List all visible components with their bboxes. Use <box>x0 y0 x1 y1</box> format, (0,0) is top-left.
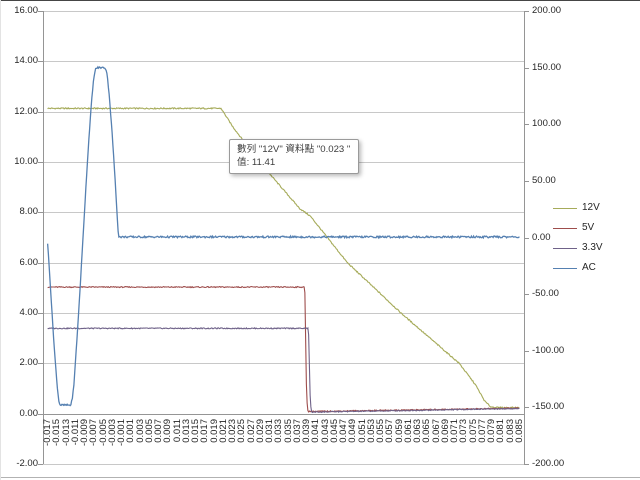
y-left-tick-label: -2.00 <box>16 458 38 469</box>
window-edge-top <box>1 0 640 1</box>
legend-item-12v[interactable]: 12V <box>553 201 600 215</box>
y-right-tick-label: 200.00 <box>532 5 562 16</box>
legend-swatch <box>553 247 577 249</box>
y-left-tick-label: 0.00 <box>19 407 39 419</box>
y-right-tick-label: -150.00 <box>532 401 565 413</box>
y-left-tick-label: 14.00 <box>14 55 38 67</box>
y-right-tick-label: 50.00 <box>532 174 556 186</box>
legend-item-5v[interactable]: 5V <box>553 221 594 235</box>
legend-label: 3.3V <box>582 242 603 253</box>
tooltip-line2: 值: 11.41 <box>237 157 276 168</box>
y-right-tick-label: -50.00 <box>532 288 559 300</box>
y-right-tick-label: -200.00 <box>532 458 565 469</box>
legend-item-3_3v[interactable]: 3.3V <box>553 241 603 255</box>
legend-item-ac[interactable]: AC <box>553 261 596 275</box>
tooltip: 數列 "12V" 資料點 "0.023 " 值: 11.41 <box>229 139 360 174</box>
legend-swatch <box>553 207 577 209</box>
y-left-tick-label: 12.00 <box>14 105 38 117</box>
y-left-tick-label: 2.00 <box>19 357 39 369</box>
legend-label: AC <box>582 262 596 273</box>
y-right-tick-label: 100.00 <box>532 118 562 130</box>
y-right-tick-label: 150.00 <box>532 61 562 73</box>
tooltip-line1: 數列 "12V" 資料點 "0.023 " <box>237 144 351 155</box>
y-left-tick-label: 16.00 <box>14 5 38 16</box>
legend-swatch <box>553 267 577 269</box>
x-tick-label: 0.085 <box>513 419 525 443</box>
y-left-tick-label: 10.00 <box>14 156 38 167</box>
y-left-tick-label: 8.00 <box>19 206 39 218</box>
chart-border-bottom <box>1 477 640 478</box>
legend-label: 12V <box>582 202 600 213</box>
y-left-tick-label: 4.00 <box>19 307 39 318</box>
legend-label: 5V <box>582 222 595 233</box>
y-right-tick-label: 0.00 <box>532 231 551 243</box>
y-right-tick-label: -100.00 <box>532 344 565 356</box>
legend-swatch <box>553 227 577 229</box>
y-left-tick-label: 6.00 <box>19 256 39 268</box>
